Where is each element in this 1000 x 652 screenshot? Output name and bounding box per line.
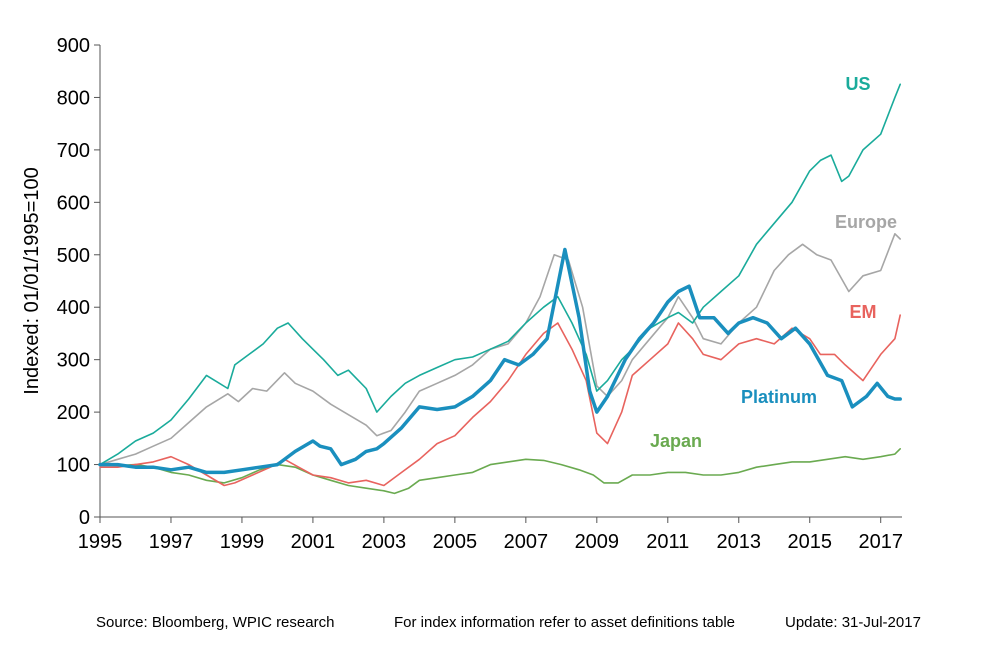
- series-label-em: EM: [850, 302, 877, 322]
- chart-series: [98, 83, 902, 495]
- series-label-europe: Europe: [835, 212, 897, 232]
- y-tick-label: 400: [57, 297, 90, 319]
- footer-update: Update: 31-Jul-2017: [785, 614, 921, 631]
- series-line-us: [99, 83, 902, 466]
- x-tick-label: 2015: [787, 531, 832, 553]
- x-tick-label: 1995: [78, 531, 123, 553]
- series-label-platinum: Platinum: [741, 387, 817, 407]
- x-tick-label: 1997: [149, 531, 194, 553]
- series-line-platinum: [98, 247, 902, 475]
- y-tick-label: 600: [57, 192, 90, 214]
- series-line-europe: [99, 233, 902, 466]
- y-tick-label: 0: [79, 507, 90, 529]
- y-tick-label: 700: [57, 140, 90, 162]
- x-tick-label: 2001: [291, 531, 336, 553]
- y-axis-title: Indexed: 01/01/1995=100: [21, 167, 43, 394]
- y-tick-label: 200: [57, 402, 90, 424]
- x-tick-label: 2003: [362, 531, 407, 553]
- y-tick-label: 900: [57, 35, 90, 57]
- x-tick-label: 2007: [504, 531, 549, 553]
- x-tick-label: 2011: [646, 531, 689, 553]
- chart-series-labels: US Europe EM Platinum Japan: [650, 74, 897, 451]
- x-tick-label: 2009: [575, 531, 620, 553]
- x-tick-label: 1999: [220, 531, 265, 553]
- x-tick-label: 2005: [433, 531, 478, 553]
- footer-source: Source: Bloomberg, WPIC research: [96, 614, 335, 631]
- y-tick-label: 800: [57, 87, 90, 109]
- series-label-japan: Japan: [650, 431, 702, 451]
- y-tick-label: 100: [57, 455, 90, 477]
- series-label-us: US: [845, 74, 870, 94]
- x-tick-label: 2017: [858, 531, 903, 553]
- x-tick-label: 2013: [717, 531, 762, 553]
- y-tick-label: 500: [57, 245, 90, 267]
- footer-index-info: For index information refer to asset def…: [394, 614, 736, 631]
- chart-axes: 0 100 200 300 400 500 600 700 800 900 1995 1997 1999…: [21, 35, 903, 553]
- series-line-japan: [99, 447, 902, 495]
- y-tick-label: 300: [57, 350, 90, 372]
